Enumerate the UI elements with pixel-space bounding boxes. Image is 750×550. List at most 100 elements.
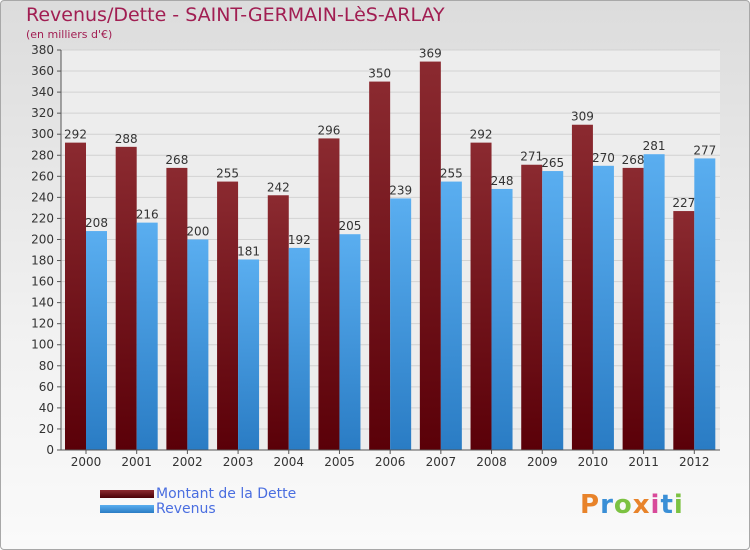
bar-revenus — [187, 239, 209, 450]
data-label: 248 — [491, 174, 514, 188]
bar-revenus — [643, 154, 665, 451]
data-label: 255 — [440, 167, 463, 181]
bar-dette — [521, 164, 543, 450]
bar-dette — [369, 81, 391, 450]
y-tick-label: 260 — [31, 169, 54, 183]
legend-label-dette: Montant de la Dette — [156, 486, 297, 502]
x-tick-label: 2010 — [578, 455, 609, 469]
logo-letter: P — [580, 490, 601, 520]
data-label: 181 — [237, 244, 260, 258]
y-tick-label: 20 — [39, 422, 54, 436]
data-label: 268 — [165, 153, 188, 167]
y-tick-label: 140 — [31, 296, 54, 310]
data-label: 292 — [470, 128, 493, 142]
data-label: 205 — [339, 219, 362, 233]
legend-label-revenus: Revenus — [156, 501, 216, 517]
bar-dette — [419, 61, 441, 450]
y-tick-label: 280 — [31, 148, 54, 162]
y-tick-label: 360 — [31, 64, 54, 78]
chart-title: Revenus/Dette - SAINT-GERMAIN-LèS-ARLAY — [26, 4, 445, 26]
x-tick-label: 2008 — [476, 455, 507, 469]
y-tick-label: 100 — [31, 338, 54, 352]
bar-dette — [65, 142, 86, 450]
bar-revenus — [694, 158, 716, 450]
data-label: 200 — [186, 224, 209, 238]
bar-dette — [267, 195, 289, 450]
logo-letter: t — [660, 490, 674, 520]
y-tick-label: 300 — [31, 127, 54, 141]
data-label: 296 — [318, 123, 341, 137]
x-tick-label: 2009 — [527, 455, 558, 469]
logo-letter: x — [632, 490, 651, 520]
bar-revenus — [542, 171, 564, 451]
x-tick-label: 2000 — [71, 455, 102, 469]
x-tick-label: 2007 — [426, 455, 457, 469]
data-label: 270 — [592, 151, 615, 165]
x-tick-label: 2005 — [324, 455, 355, 469]
data-label: 281 — [643, 139, 666, 153]
data-label: 239 — [389, 183, 412, 197]
y-tick-label: 380 — [31, 43, 54, 57]
data-label: 208 — [85, 216, 108, 230]
y-tick-label: 0 — [46, 443, 54, 457]
bar-revenus — [491, 188, 513, 450]
y-tick-label: 120 — [31, 317, 54, 331]
x-tick-label: 2011 — [628, 455, 659, 469]
data-label: 369 — [419, 47, 442, 61]
bar-revenus — [86, 231, 107, 450]
data-label: 309 — [571, 110, 594, 124]
data-label: 255 — [216, 167, 239, 181]
bar-dette — [571, 124, 593, 450]
bar-dette — [622, 167, 644, 451]
data-label: 216 — [136, 208, 159, 222]
legend-swatch-revenus — [100, 505, 154, 513]
bar-revenus — [592, 165, 614, 450]
logo-letter: r — [600, 490, 614, 520]
x-tick-label: 2012 — [679, 455, 710, 469]
logo-letter: o — [613, 490, 633, 520]
bar-revenus — [136, 222, 158, 450]
bar-dette — [318, 138, 340, 450]
data-label: 292 — [64, 128, 87, 142]
y-tick-label: 60 — [39, 380, 54, 394]
y-tick-label: 80 — [39, 359, 54, 373]
y-tick-label: 220 — [31, 211, 54, 225]
data-label: 227 — [672, 196, 695, 210]
bar-dette — [673, 211, 695, 450]
y-tick-label: 40 — [39, 401, 54, 415]
bar-dette — [217, 181, 239, 450]
x-tick-label: 2001 — [121, 455, 152, 469]
data-label: 242 — [267, 180, 290, 194]
bar-revenus — [390, 198, 412, 450]
proxiti-logo: Proxiti — [580, 490, 684, 520]
data-label: 288 — [115, 132, 138, 146]
data-label: 268 — [622, 153, 645, 167]
logo-letter: i — [673, 490, 684, 520]
y-tick-label: 180 — [31, 254, 54, 268]
logo-letter: i — [650, 490, 661, 520]
bar-revenus — [238, 259, 260, 450]
x-tick-label: 2006 — [375, 455, 406, 469]
y-tick-label: 320 — [31, 106, 54, 120]
x-tick-label: 2004 — [273, 455, 304, 469]
chart-subtitle: (en milliers d'€) — [26, 28, 113, 41]
bar-dette — [166, 167, 188, 451]
data-label: 265 — [541, 156, 564, 170]
legend-swatch-dette — [100, 490, 154, 498]
data-label: 277 — [693, 143, 716, 157]
bar-revenus — [440, 181, 462, 450]
data-label: 350 — [368, 67, 391, 81]
y-tick-label: 200 — [31, 232, 54, 246]
bar-dette — [115, 146, 137, 450]
bar-revenus — [339, 234, 361, 450]
bar-revenus — [288, 247, 310, 450]
y-tick-label: 240 — [31, 190, 54, 204]
y-tick-label: 340 — [31, 85, 54, 99]
data-label: 192 — [288, 233, 311, 247]
x-tick-label: 2003 — [223, 455, 254, 469]
bar-dette — [470, 142, 492, 450]
y-tick-label: 160 — [31, 275, 54, 289]
data-label: 271 — [520, 150, 543, 164]
x-tick-label: 2002 — [172, 455, 203, 469]
